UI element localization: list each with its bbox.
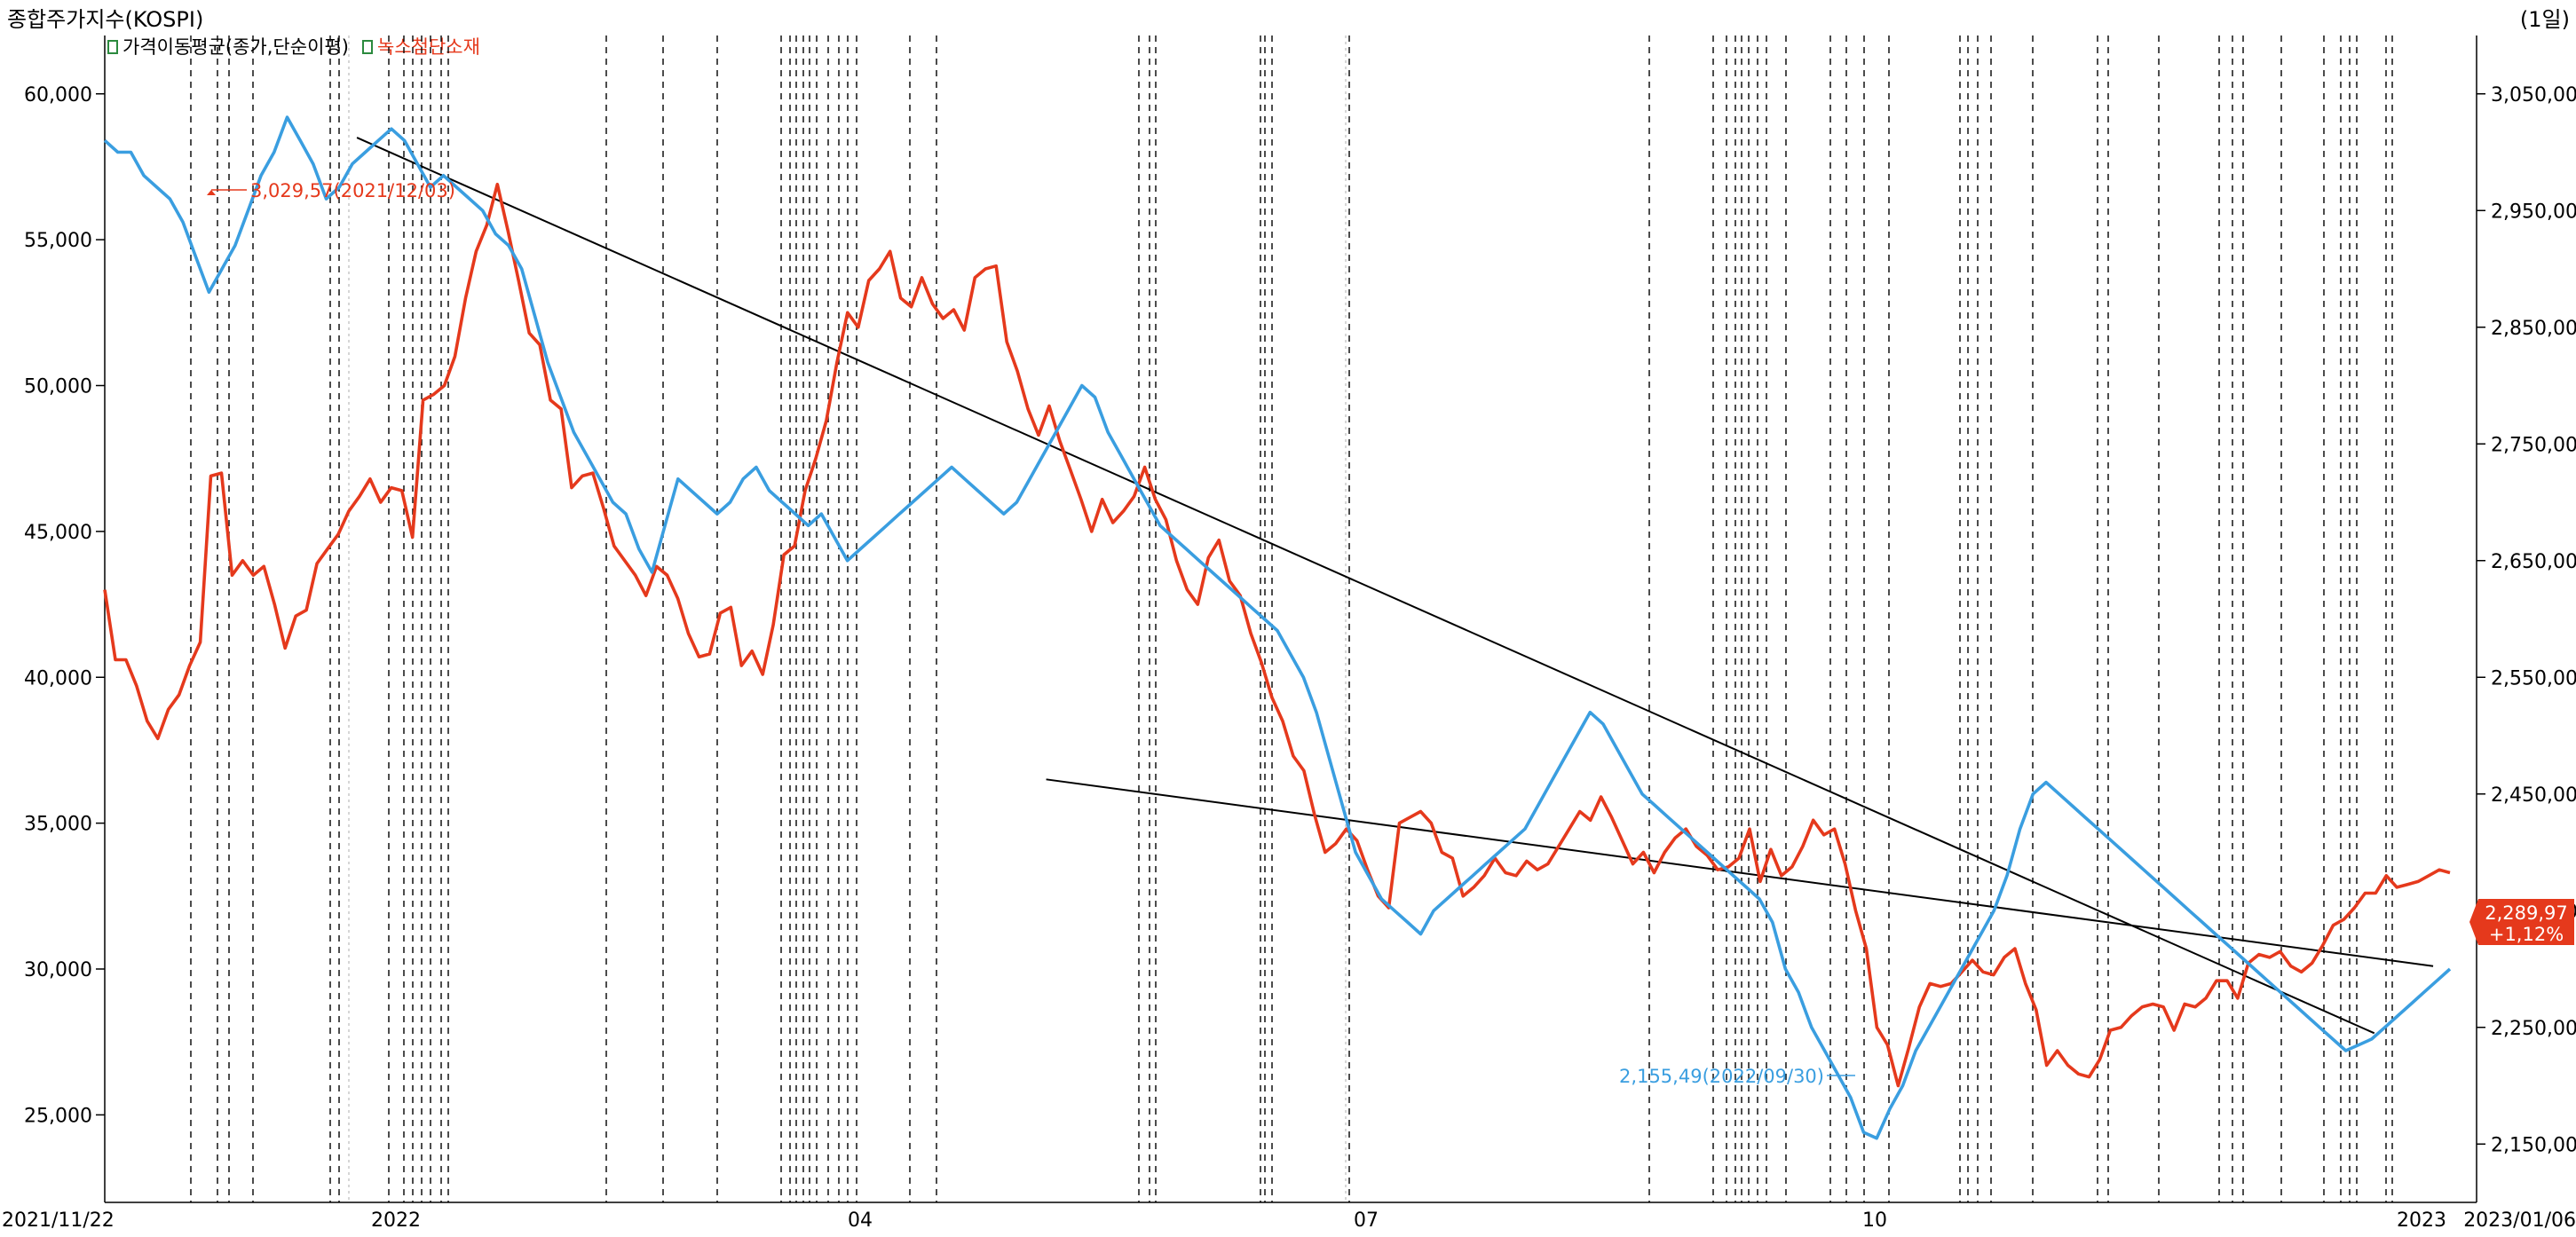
left-tick-label: 35,000 (24, 814, 92, 836)
red-price-series (103, 182, 2451, 1088)
right-tick-label: 2,850,00 (2491, 318, 2576, 340)
price-labels: 3,029,57(2021/12/03) 2,155,49(2022/09/30)… (207, 180, 2574, 1087)
vertical-grid (190, 35, 2393, 1202)
current-price-value: 2,289,97 (2485, 902, 2568, 924)
trendlines (356, 137, 2434, 1035)
right-tick-label: 2,750,00 (2491, 434, 2576, 456)
plot-frame (104, 35, 2477, 1203)
x-tick-label: 10 (1862, 1209, 1887, 1232)
series-layer (103, 115, 2452, 1140)
right-tick-label: 2,450,00 (2491, 784, 2576, 807)
legend-marker (107, 40, 118, 54)
right-tick-label: 2,650,00 (2491, 551, 2576, 573)
low-price-label: 2,155,49(2022/09/30) (1619, 1066, 1824, 1087)
x-tick-label: 2022 (371, 1209, 421, 1232)
period-label: (1일) (2520, 7, 2570, 32)
right-tick-label: 2,550,00 (2491, 667, 2576, 689)
x-tick-label: 04 (848, 1209, 873, 1232)
x-tick-label: 2023 (2397, 1209, 2446, 1232)
x-tick-label: 2021/11/22 (2, 1209, 115, 1232)
right-tick-label: 2,950,00 (2491, 201, 2576, 223)
trendline (356, 137, 2375, 1035)
left-tick-label: 60,000 (24, 84, 92, 106)
left-tick-label: 55,000 (24, 230, 92, 252)
left-tick-label: 45,000 (24, 522, 92, 544)
chart-title: 종합주가지수(KOSPI) (7, 7, 203, 32)
legend-label: 가격이동평균(종가,단순이평) (122, 36, 349, 58)
trendline (1046, 778, 2434, 967)
left-axis: 60,000 55,000 50,000 45,000 40,000 35,000 30,0… (24, 84, 105, 1127)
high-price-label: 3,029,57(2021/12/03) (250, 180, 455, 201)
x-tick-label: 2023/01/06 (2463, 1209, 2576, 1232)
left-tick-label: 40,000 (24, 667, 92, 689)
x-axis: 2021/11/22 2022 04 07 10 2023 2023/01/06 (2, 1209, 2576, 1232)
current-price-badge-arrow (2469, 899, 2478, 945)
right-tick-label: 2,150,00 (2491, 1134, 2576, 1156)
right-tick-label: 2,250,00 (2491, 1018, 2576, 1040)
right-tick-label: 3,050,00 (2491, 84, 2576, 106)
blue-ma-series (103, 115, 2452, 1140)
legend-marker (362, 40, 373, 54)
legend-label: 녹스첨단소재 (377, 36, 480, 58)
high-price-marker (207, 190, 216, 195)
left-tick-label: 25,000 (24, 1105, 92, 1127)
x-tick-label: 07 (1354, 1209, 1379, 1232)
current-price-change: +1,12% (2489, 924, 2564, 945)
chart-legend: 가격이동평균(종가,단순이평) 녹스첨단소재 (107, 36, 480, 58)
left-tick-label: 30,000 (24, 959, 92, 981)
left-tick-label: 50,000 (24, 376, 92, 398)
current-price-badge (2478, 899, 2574, 945)
